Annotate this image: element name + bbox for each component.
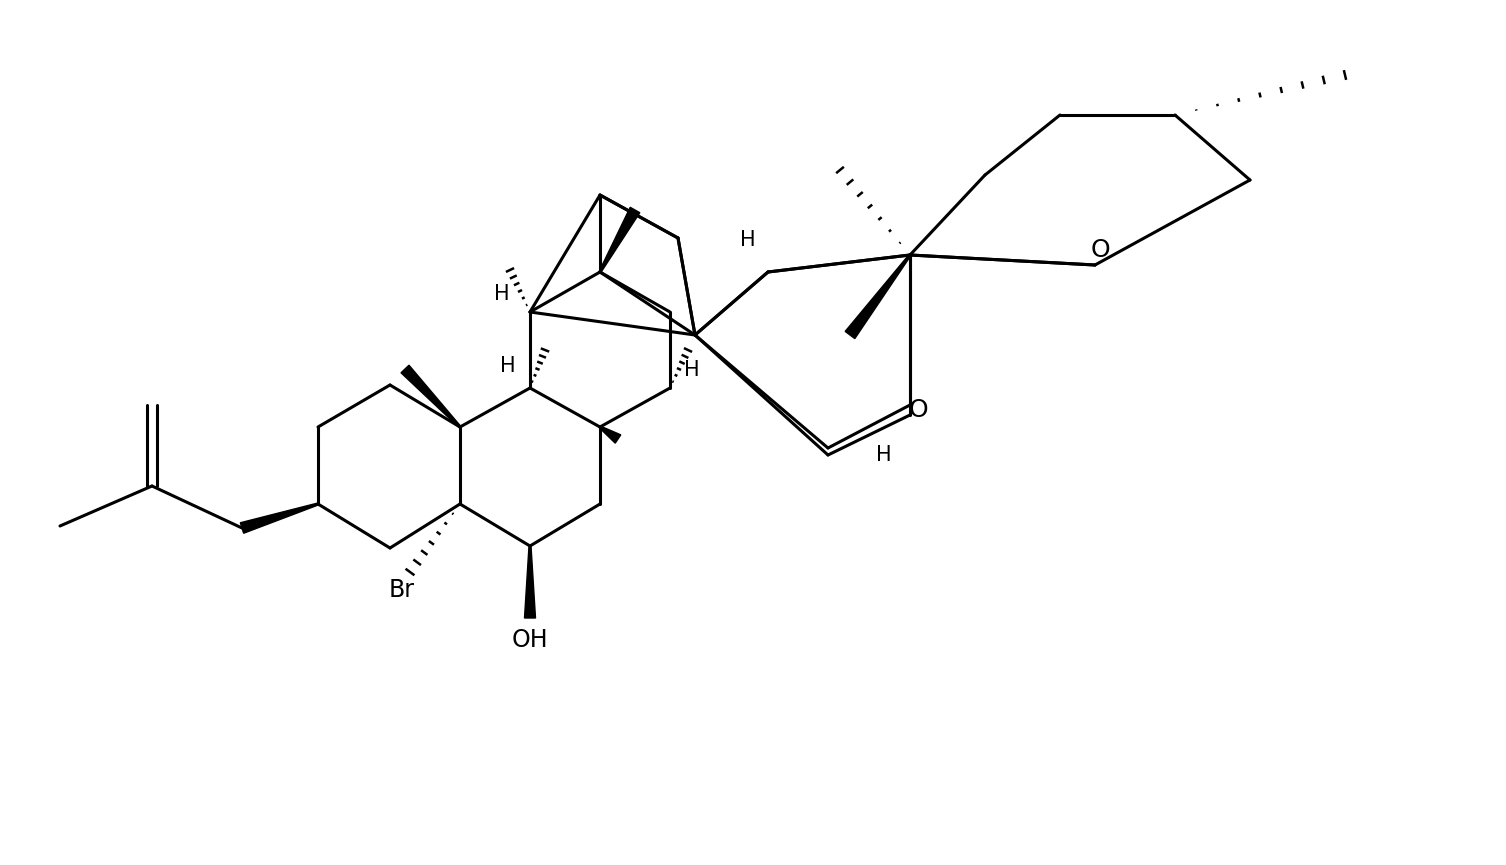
Text: H: H (500, 356, 517, 376)
Text: O: O (908, 398, 928, 422)
Polygon shape (599, 208, 640, 272)
Polygon shape (845, 254, 911, 338)
Text: H: H (684, 360, 700, 380)
Text: H: H (876, 445, 892, 465)
Text: Br: Br (389, 578, 416, 602)
Text: H: H (494, 284, 511, 304)
Polygon shape (599, 426, 620, 443)
Text: OH: OH (512, 628, 548, 652)
Text: H: H (739, 230, 756, 250)
Polygon shape (524, 546, 536, 618)
Text: O: O (1090, 238, 1110, 262)
Polygon shape (241, 503, 318, 533)
Polygon shape (401, 365, 461, 427)
